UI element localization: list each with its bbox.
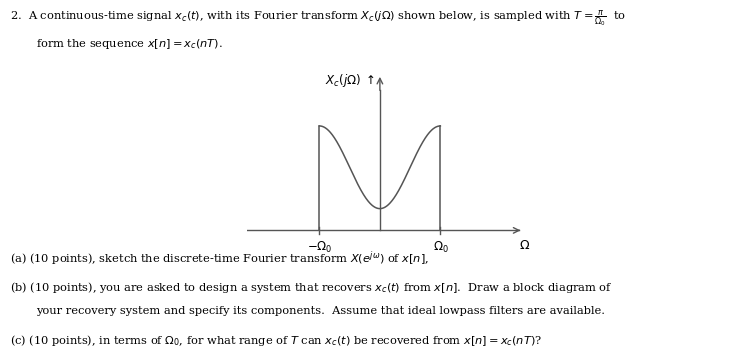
Text: your recovery system and specify its components.  Assume that ideal lowpass filt: your recovery system and specify its com… — [36, 306, 605, 316]
Text: (a) (10 points), sketch the discrete-time Fourier transform $X(e^{j\omega})$ of : (a) (10 points), sketch the discrete-tim… — [10, 250, 429, 268]
Text: $\Omega_0$: $\Omega_0$ — [432, 240, 448, 255]
Text: (b) (10 points), you are asked to design a system that recovers $x_c(t)$ from $x: (b) (10 points), you are asked to design… — [10, 280, 613, 295]
Text: 2.  A continuous-time signal $x_c(t)$, with its Fourier transform $X_c(j\Omega)$: 2. A continuous-time signal $x_c(t)$, wi… — [10, 9, 626, 29]
Text: (c) (10 points), in terms of $\Omega_0$, for what range of $T$ can $x_c(t)$ be r: (c) (10 points), in terms of $\Omega_0$,… — [10, 333, 542, 348]
Text: $X_c(j\Omega)\ \uparrow$: $X_c(j\Omega)\ \uparrow$ — [325, 73, 375, 90]
Text: form the sequence $x[n] = x_c(nT)$.: form the sequence $x[n] = x_c(nT)$. — [36, 37, 223, 51]
Text: $\Omega$: $\Omega$ — [519, 239, 530, 252]
Text: $- \Omega_0$: $- \Omega_0$ — [307, 240, 332, 255]
